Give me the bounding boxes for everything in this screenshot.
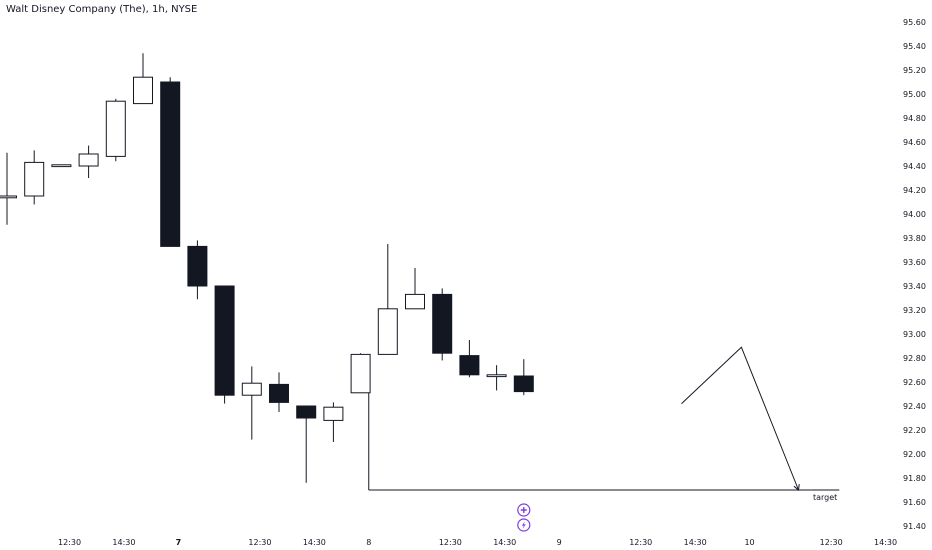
- price-tick-label: 92.40: [903, 402, 926, 411]
- candle: [432, 288, 453, 361]
- candle: [24, 150, 45, 205]
- price-tick-label: 94.40: [903, 162, 926, 171]
- candle-body: [459, 355, 480, 376]
- candles-layer: [0, 53, 534, 483]
- time-tick-label: 14:30: [303, 538, 326, 547]
- events-layer: [517, 503, 531, 532]
- time-tick-label: 14:30: [684, 538, 707, 547]
- candle-body: [432, 293, 453, 354]
- candle-body: [105, 100, 126, 157]
- candle-body: [323, 406, 344, 421]
- price-tick-label: 92.00: [903, 450, 926, 459]
- price-tick-label: 93.00: [903, 330, 926, 339]
- time-tick-label: 14:30: [112, 538, 135, 547]
- target-label: target: [813, 493, 837, 502]
- candle-body: [405, 293, 425, 310]
- price-axis: 95.60 95.40 95.20 95.00 94.80 94.60 94.40 94.20…: [903, 18, 926, 531]
- candle: [269, 372, 289, 412]
- time-tick-label: 7: [176, 538, 182, 547]
- time-tick-label: 8: [366, 538, 371, 547]
- time-tick-label: 14:30: [874, 538, 897, 547]
- lightning-icon[interactable]: [517, 518, 531, 532]
- time-tick-label: 12:30: [439, 538, 462, 547]
- candle: [214, 285, 235, 404]
- candle-body: [133, 76, 153, 105]
- time-tick-label: 10: [744, 538, 754, 547]
- candle-body: [0, 195, 17, 199]
- candle-body: [78, 153, 99, 167]
- candle: [323, 402, 344, 442]
- candle: [78, 145, 99, 178]
- drawings-layer: target: [368, 346, 840, 502]
- plus-glyph: [520, 507, 527, 513]
- candle-body: [296, 405, 317, 419]
- time-tick-label: 12:30: [248, 538, 271, 547]
- price-tick-label: 91.40: [903, 522, 926, 531]
- projection-path: [681, 346, 799, 491]
- candle-body: [241, 382, 262, 396]
- candle-body: [377, 308, 398, 355]
- time-tick-label: 12:30: [629, 538, 652, 547]
- price-tick-label: 92.20: [903, 426, 926, 435]
- price-tick-label: 93.80: [903, 234, 926, 243]
- time-tick-label: 12:30: [820, 538, 843, 547]
- time-tick-label: 12:30: [58, 538, 81, 547]
- price-tick-label: 94.00: [903, 210, 926, 219]
- price-tick-label: 95.20: [903, 66, 926, 75]
- candle: [350, 353, 371, 394]
- arrow-head: [793, 483, 800, 491]
- candle: [405, 268, 425, 310]
- candle: [0, 152, 17, 225]
- candle-body: [160, 81, 181, 247]
- candle-body: [24, 161, 45, 197]
- price-tick-label: 95.40: [903, 42, 926, 51]
- price-tick-label: 94.60: [903, 138, 926, 147]
- candle-body: [269, 383, 289, 403]
- candle: [133, 53, 153, 105]
- time-tick-label: 14:30: [493, 538, 516, 547]
- price-tick-label: 93.60: [903, 258, 926, 267]
- lightning-glyph: [521, 521, 526, 529]
- plus-icon[interactable]: [517, 503, 531, 517]
- price-tick-label: 94.20: [903, 186, 926, 195]
- price-tick-label: 91.60: [903, 498, 926, 507]
- candle-body: [486, 374, 507, 378]
- price-tick-label: 95.00: [903, 90, 926, 99]
- candle: [377, 244, 398, 355]
- time-axis: 12:30 14:30 7 12:30 14:30 8 12:30 14:30 9 12:30 14…: [58, 538, 897, 547]
- candle: [241, 366, 262, 440]
- candle: [187, 240, 208, 300]
- candle: [459, 340, 480, 378]
- candle-body: [51, 164, 72, 168]
- candle: [486, 365, 507, 391]
- candle: [513, 359, 534, 396]
- chart-title: Walt Disney Company (The), 1h, NYSE: [6, 4, 198, 15]
- price-tick-label: 93.40: [903, 282, 926, 291]
- candle: [105, 98, 126, 162]
- time-tick-label: 9: [557, 538, 562, 547]
- candle: [51, 164, 72, 168]
- candle-body: [214, 285, 235, 396]
- candle-body: [187, 245, 208, 287]
- candle: [160, 77, 181, 247]
- price-tick-label: 92.80: [903, 354, 926, 363]
- candle: [296, 405, 317, 483]
- price-tick-label: 92.60: [903, 378, 926, 387]
- candle-body: [350, 353, 371, 394]
- price-tick-label: 93.20: [903, 306, 926, 315]
- candle-body: [513, 375, 534, 393]
- price-tick-label: 91.80: [903, 474, 926, 483]
- price-tick-label: 94.80: [903, 114, 926, 123]
- price-tick-label: 95.60: [903, 18, 926, 27]
